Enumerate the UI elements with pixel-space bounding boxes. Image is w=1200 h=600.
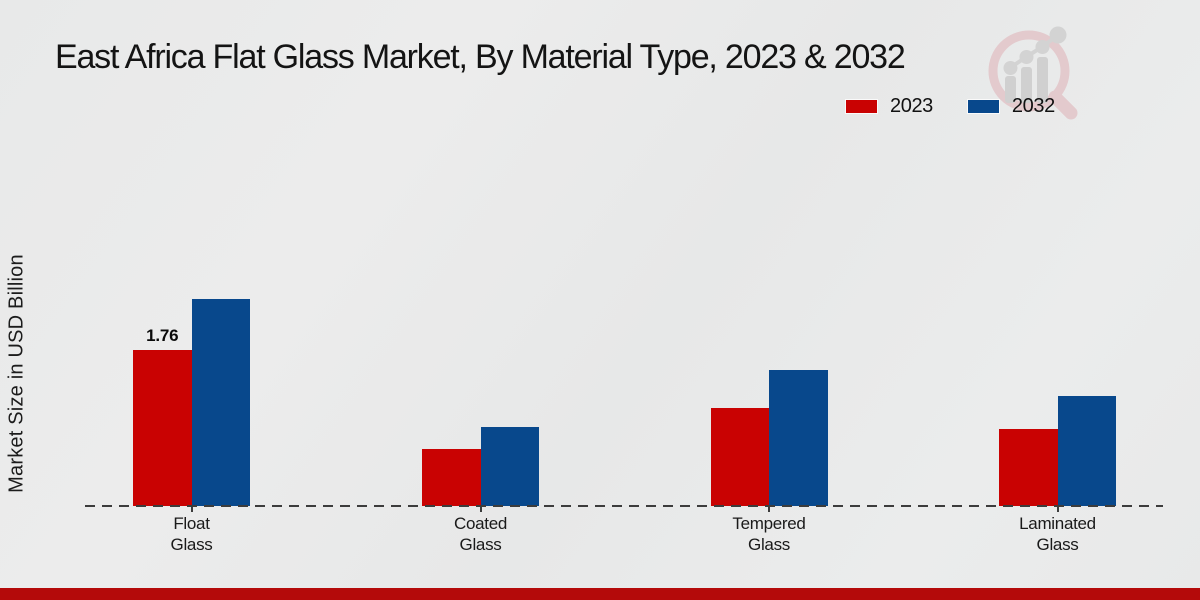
axis-tick (479, 507, 482, 512)
bar-2023-coated-glass (422, 449, 481, 506)
legend-swatch-2023 (845, 99, 878, 114)
magnifier-barchart-logo-icon (988, 26, 1078, 120)
legend: 2023 2032 (845, 95, 1055, 118)
legend-swatch-2032 (966, 99, 1000, 114)
category-label-tempered-glass: Tempered Glass (732, 514, 806, 554)
category-label-float-glass: Float Glass (170, 514, 213, 554)
legend-item-2032: 2032 (966, 95, 1055, 118)
category-label-coated-glass: Coated Glass (453, 514, 508, 554)
category-label-laminated-glass: Laminated Glass (1019, 514, 1096, 554)
legend-item-2023: 2023 (845, 95, 933, 118)
chart-title: East Africa Flat Glass Market, By Materi… (55, 38, 906, 76)
bar-2032-laminated-glass (1057, 396, 1116, 506)
axis-tick (768, 507, 770, 512)
bar-2032-coated-glass (480, 427, 539, 506)
bar-2032-float-glass (191, 298, 250, 506)
bar-2023-laminated-glass (999, 428, 1058, 506)
bottom-accent-band (0, 588, 1200, 600)
x-axis-baseline (85, 505, 1163, 507)
bar-2023-tempered-glass (710, 407, 769, 506)
bar-value-label: 1.76 (146, 326, 179, 346)
bar-2023-float-glass (133, 350, 192, 506)
bar-2032-tempered-glass (769, 369, 828, 506)
legend-label-2023: 2023 (890, 95, 933, 117)
axis-tick (190, 507, 193, 512)
legend-label-2032: 2032 (1011, 95, 1055, 117)
axis-tick (1056, 507, 1059, 512)
y-axis-label: Market Size in USD Billion (5, 254, 28, 493)
